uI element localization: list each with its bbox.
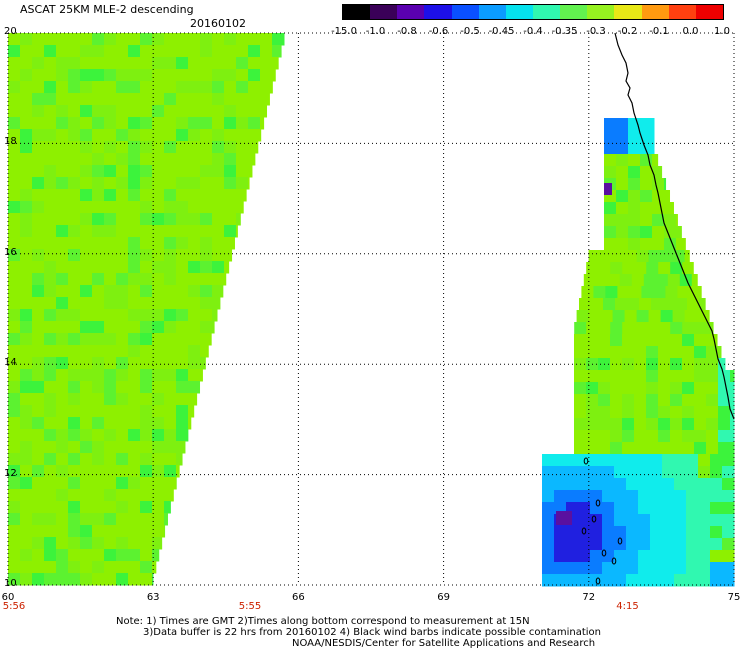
x-tick-label: 72 [582, 592, 596, 603]
y-tick-label: 20 [4, 26, 17, 37]
swath-east [542, 118, 735, 587]
colorbar-label: -0.5 [460, 26, 480, 37]
colorbar-swatch [560, 5, 588, 19]
colorbar-label: -0.2 [617, 26, 638, 37]
colorbar-swatch [532, 5, 561, 19]
colorbar-swatch [370, 5, 398, 19]
note-line-3: NOAA/NESDIS/Center for Satellite Applica… [292, 638, 596, 649]
x-tick-label: 69 [437, 592, 450, 603]
colorbar-label: -0.4 [523, 26, 543, 37]
islands [581, 457, 623, 585]
note-line-1: Note: 1) Times are GMT 2)Times along bot… [116, 616, 530, 627]
time-label: 4:15 [616, 601, 639, 612]
coastline-india [614, 32, 735, 420]
lat-lon-grid [7, 32, 735, 586]
colorbar-label: -0.45 [488, 26, 515, 37]
y-tick-label: 16 [4, 246, 17, 258]
colorbar-label: -0.1 [649, 26, 669, 37]
colorbar-swatch [451, 5, 479, 19]
colorbar-swatch [695, 5, 723, 19]
colorbar-swatch [641, 5, 669, 19]
x-tick-label: 63 [146, 592, 160, 603]
colorbar [342, 4, 724, 20]
time-label: 5:56 [2, 601, 26, 612]
colorbar-label: 0.0 [682, 26, 699, 37]
colorbar-label: -0.35 [551, 26, 578, 37]
x-tick-label: 75 [727, 592, 740, 603]
colorbar-swatch [397, 5, 425, 19]
x-tick-label: 60 [1, 592, 15, 603]
colorbar-swatch [587, 5, 615, 19]
y-tick-label: 10 [4, 578, 17, 589]
y-tick-label: 14 [4, 357, 17, 369]
colorbar-label: 1.0 [714, 26, 730, 37]
colorbar-swatch [505, 5, 533, 19]
colorbar-swatch [614, 5, 642, 19]
y-tick-label: 18 [4, 136, 17, 148]
colorbar-label: -0.3 [586, 26, 606, 37]
colorbar-swatch [343, 5, 371, 19]
colorbar-swatch [478, 5, 506, 19]
chart-title: ASCAT 25KM MLE-2 descending [20, 3, 194, 16]
chart-date: 20160102 [190, 17, 246, 30]
x-tick-label: 66 [292, 592, 305, 603]
colorbar-swatch [668, 5, 696, 19]
colorbar-label: -0.6 [428, 26, 449, 37]
scatterometer-map [7, 32, 735, 587]
swath-west [8, 33, 285, 586]
note-line-2: 3)Data buffer is 22 hrs from 20160102 4)… [143, 627, 601, 638]
colorbar-swatch [424, 5, 452, 19]
colorbar-label: -0.8 [397, 26, 417, 37]
colorbar-label: -15.0 [331, 26, 357, 37]
y-tick-label: 12 [4, 467, 17, 479]
time-label: 5:55 [238, 601, 262, 612]
colorbar-label: -1.0 [365, 26, 386, 37]
